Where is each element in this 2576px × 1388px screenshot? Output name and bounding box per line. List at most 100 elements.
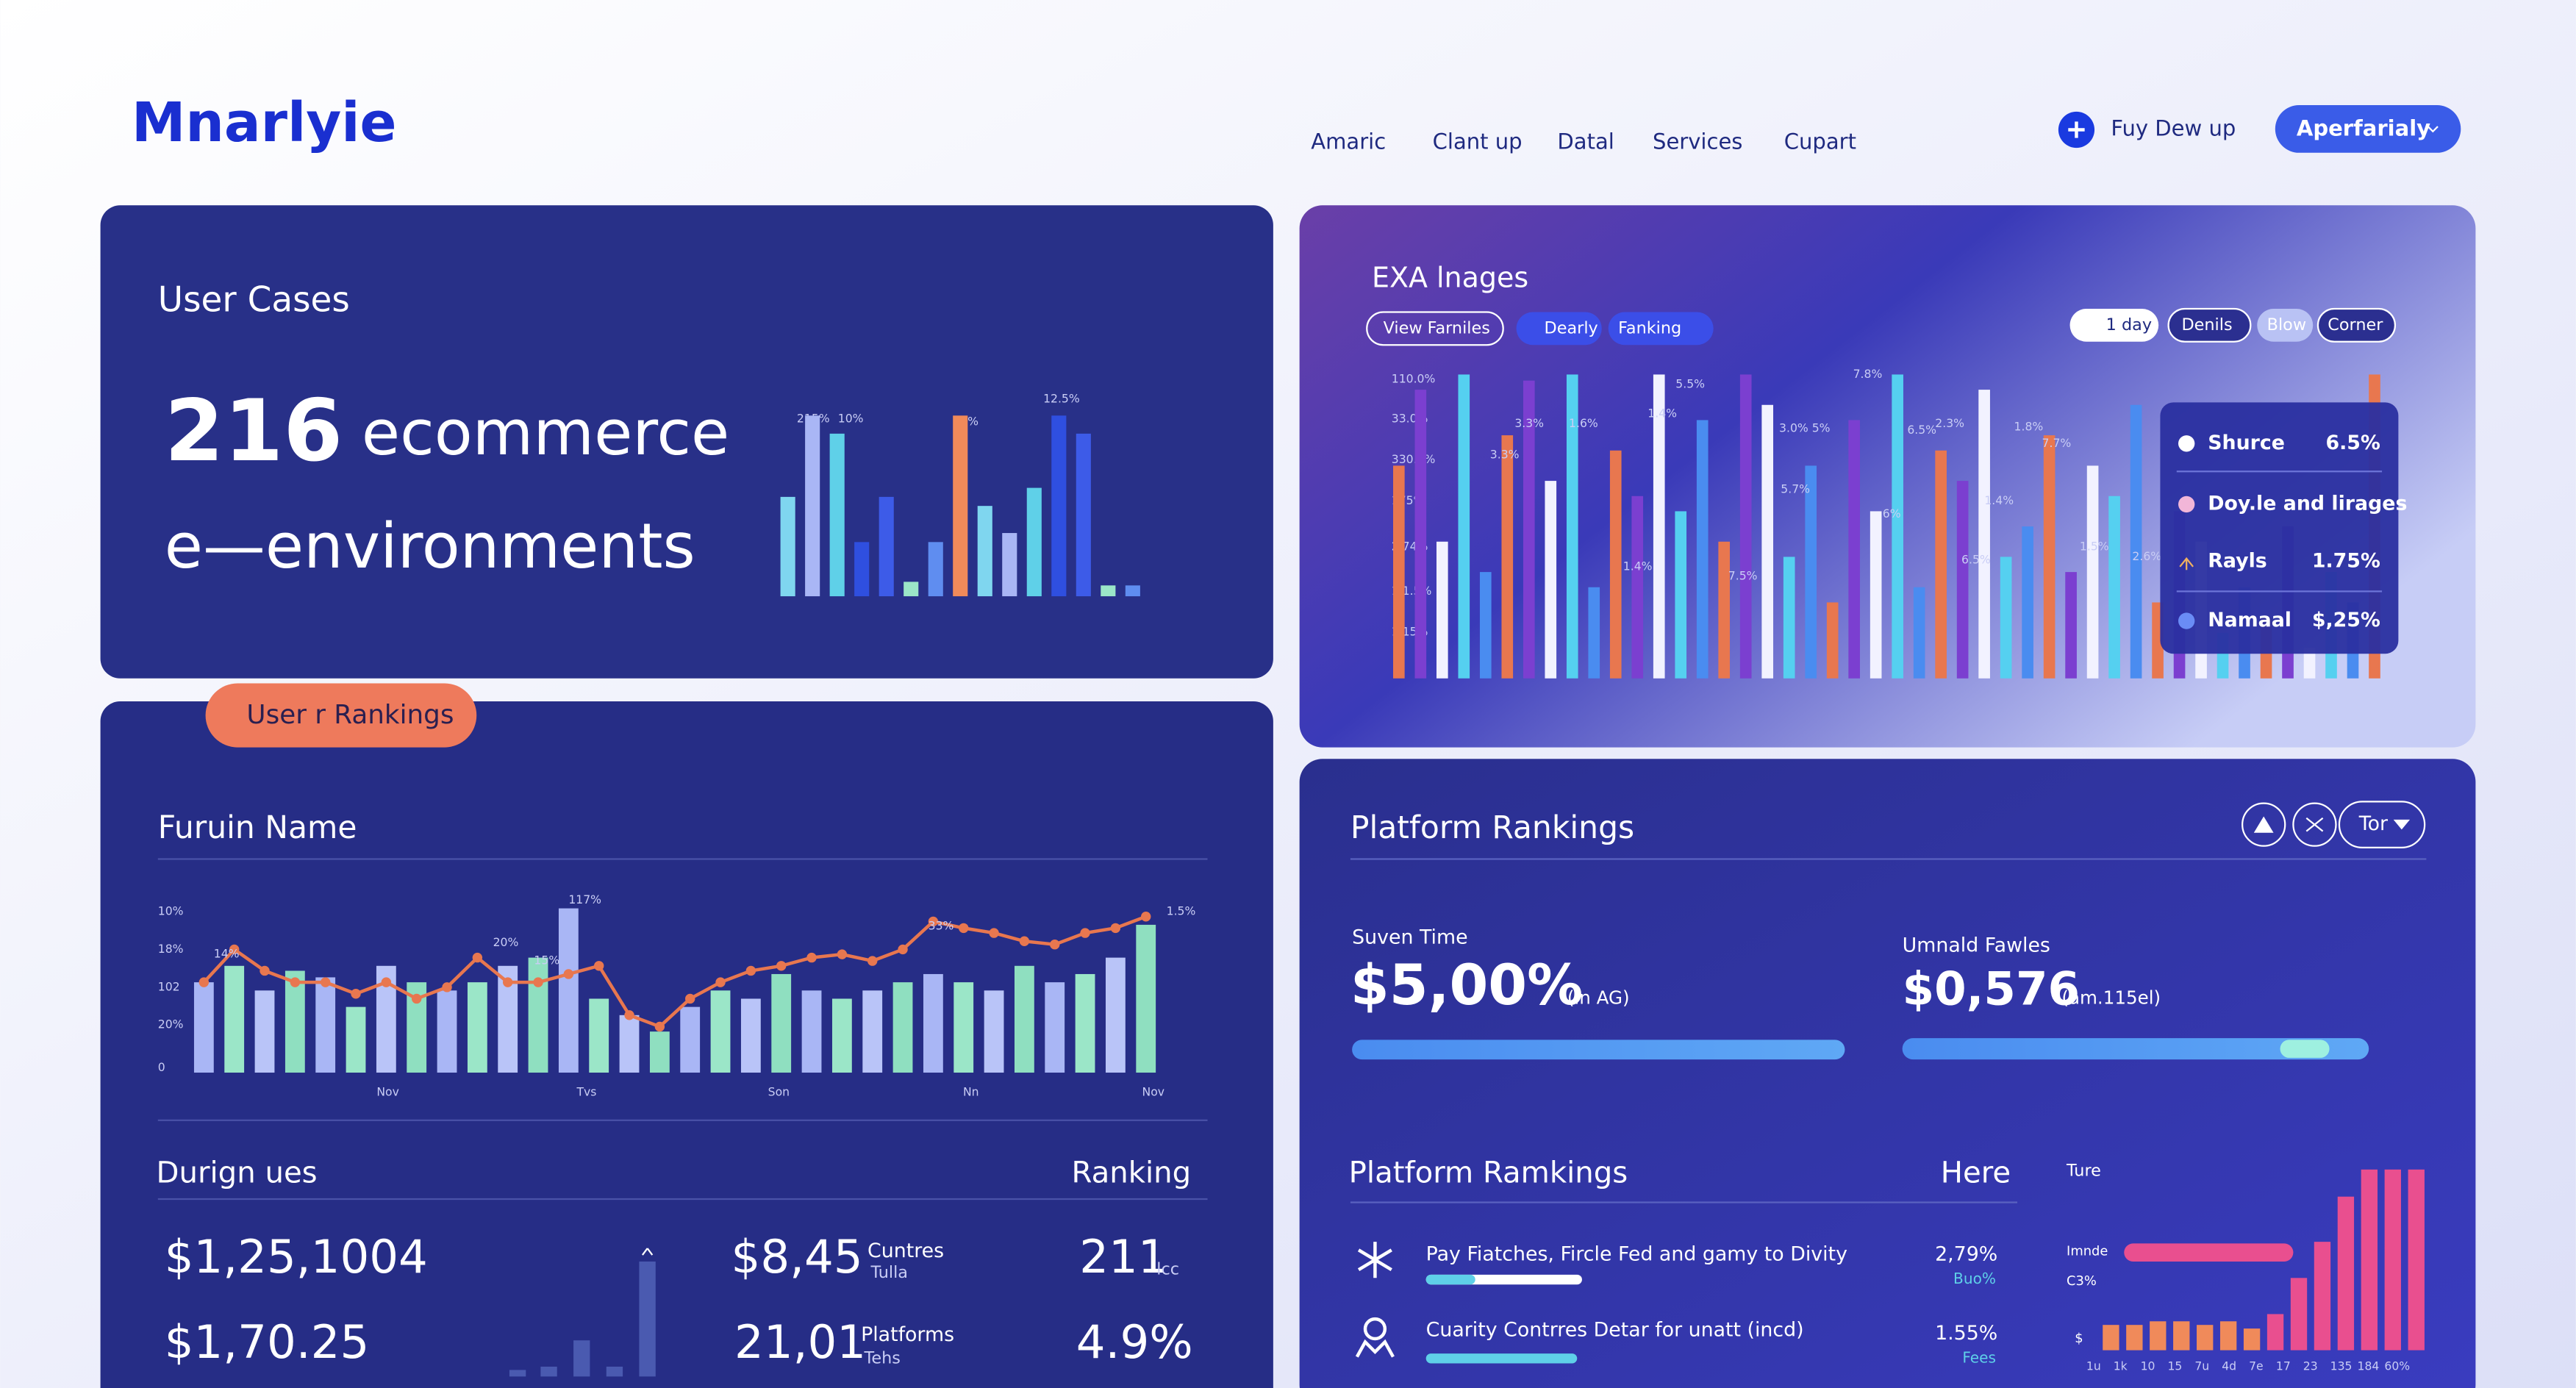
bar xyxy=(954,982,974,1073)
bar xyxy=(1761,404,1774,679)
subline: e—environments xyxy=(165,510,695,583)
bar xyxy=(2361,1169,2378,1351)
panel-title: EXA lnages xyxy=(1372,261,1528,293)
nav-link[interactable]: Datal xyxy=(1557,129,1614,154)
chart-annotation: 1.5% xyxy=(1167,904,1196,918)
dropdown[interactable]: Tor xyxy=(2338,801,2426,849)
action-text: Fuy Dew up xyxy=(2111,116,2236,141)
bar xyxy=(1501,435,1514,679)
bar xyxy=(2314,1242,2331,1351)
rank: 4.9% xyxy=(1076,1315,1193,1369)
line-point xyxy=(472,952,483,963)
x-axis-label: 1u xyxy=(2086,1359,2101,1373)
stat-value: $0,576 xyxy=(1903,962,2080,1016)
bar xyxy=(1101,585,1116,597)
bar xyxy=(1805,465,1817,679)
filter-pill[interactable]: View Farniles xyxy=(1366,311,1504,346)
x-axis-label: 4d xyxy=(2222,1359,2236,1373)
control-pill[interactable]: Blow xyxy=(2257,309,2314,342)
menu-button[interactable]: Aperfarialy xyxy=(2275,104,2461,153)
bar xyxy=(1523,380,1535,679)
bar xyxy=(1414,390,1427,679)
chart-annotation: 3.0% 5% xyxy=(1779,421,1830,435)
pill-bg xyxy=(2316,307,2397,343)
bar xyxy=(977,506,992,597)
big-number: 216 xyxy=(165,382,343,481)
line-point xyxy=(837,949,848,959)
bar xyxy=(780,496,795,597)
nav-link[interactable]: Services xyxy=(1653,129,1742,154)
pill-bg xyxy=(1366,311,1504,346)
filter-pill[interactable]: Dearly xyxy=(1516,312,1602,346)
bar xyxy=(2408,1169,2425,1351)
control-pill[interactable]: 1 day xyxy=(2069,309,2159,342)
bar xyxy=(315,977,336,1073)
value-sub: Tehs xyxy=(864,1348,901,1367)
highlight-bar xyxy=(2124,1243,2294,1262)
progress-bar xyxy=(1902,1038,2369,1060)
filter-pill[interactable]: Fanking xyxy=(1608,312,1714,346)
bar xyxy=(2303,648,2316,679)
bar xyxy=(606,1366,623,1377)
control-pill[interactable]: Corner xyxy=(2316,307,2397,343)
pill-bg xyxy=(2167,307,2252,343)
chevron xyxy=(2393,819,2411,830)
bar xyxy=(879,496,894,597)
line-point xyxy=(533,977,543,987)
icon-button[interactable] xyxy=(2292,802,2337,847)
line-point xyxy=(1080,928,1090,938)
nav-link[interactable]: Amaric xyxy=(1311,129,1386,154)
chart-annotation: 7.7% xyxy=(2042,436,2072,450)
chart-annotation: 117% xyxy=(568,892,601,906)
stat-value: $5,00% xyxy=(1350,952,1583,1017)
pill-text: Denils xyxy=(2181,315,2232,335)
bar xyxy=(1848,420,1860,679)
chart-annotation: 1.4% xyxy=(1984,493,2014,507)
line-point xyxy=(1050,940,1060,950)
bar xyxy=(1002,533,1017,597)
bar xyxy=(467,982,487,1073)
nav-link[interactable]: Clant up xyxy=(1433,129,1523,154)
panel-title: Furuin Name xyxy=(158,810,357,846)
bar xyxy=(2086,465,2099,679)
list-icon xyxy=(1363,1317,1387,1341)
bar xyxy=(805,415,820,597)
action-link[interactable]: Fuy Dew up xyxy=(2058,111,2236,149)
bar xyxy=(2043,435,2056,679)
logo[interactable]: Mnarlyie xyxy=(132,92,397,154)
list-text: Cuarity Contrres Detar for unatt (incd) xyxy=(1426,1318,1804,1341)
mini-bar-chart xyxy=(509,1261,656,1377)
bar xyxy=(892,982,913,1073)
line-point xyxy=(898,944,908,955)
bar xyxy=(1653,374,1665,679)
legend-icon xyxy=(2178,612,2195,629)
chart-annotation: 3.3% xyxy=(1514,416,1544,430)
badge[interactable]: User r Rankings xyxy=(205,683,477,748)
chart-label: Ture xyxy=(2066,1162,2101,1181)
button-text: Aperfarialy xyxy=(2297,116,2430,141)
line-point xyxy=(502,977,513,987)
x-axis-label: 1k xyxy=(2114,1359,2128,1373)
x-axis-label: 10 xyxy=(2141,1359,2155,1373)
list-sub: Buo% xyxy=(1953,1270,1996,1287)
rank: 211 xyxy=(1079,1230,1167,1284)
icon-button[interactable] xyxy=(2242,802,2286,847)
bar xyxy=(1609,450,1622,679)
plus-glyph xyxy=(2068,121,2085,138)
value-sub: Tulla xyxy=(870,1263,908,1282)
list-value: 2,79% xyxy=(1935,1243,1997,1266)
bar xyxy=(1075,973,1095,1073)
panel-title: User Cases xyxy=(158,280,350,321)
chart-annotation: 33% xyxy=(929,919,954,933)
chart-annotation: 20% xyxy=(493,935,519,949)
bar xyxy=(619,1015,640,1073)
control-pill[interactable]: Denils xyxy=(2167,307,2252,343)
nav-link[interactable]: Cupart xyxy=(1784,129,1856,154)
line-point xyxy=(806,952,817,963)
bar xyxy=(2337,1196,2355,1351)
legend-icon xyxy=(2179,557,2194,570)
line-point xyxy=(260,965,270,976)
amount: $1,25,1004 xyxy=(165,1230,428,1284)
bar xyxy=(1631,496,1644,679)
y-axis-label: 0 xyxy=(158,1060,165,1074)
